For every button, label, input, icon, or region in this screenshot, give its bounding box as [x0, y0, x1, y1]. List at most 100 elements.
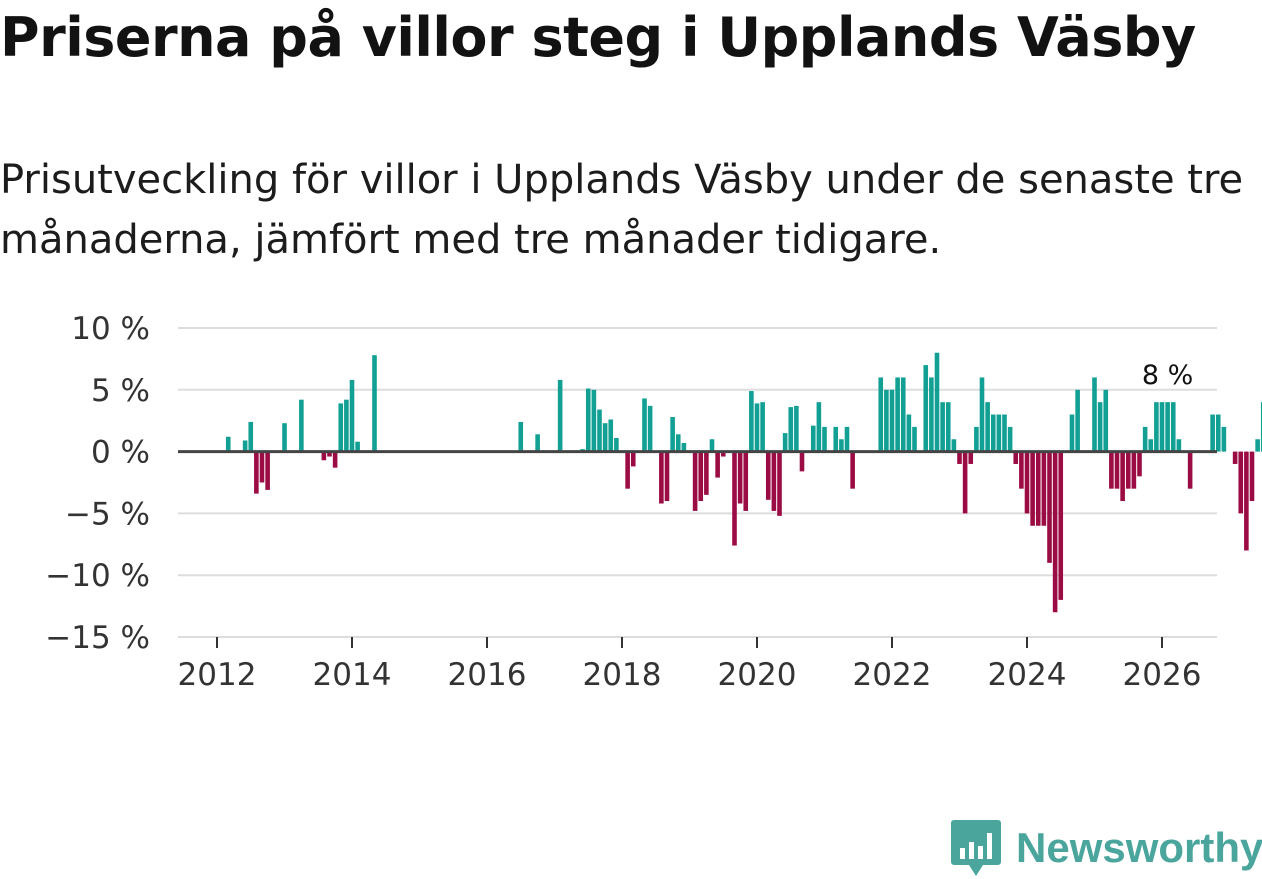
bar [1221, 426, 1227, 452]
bar [1125, 451, 1131, 489]
y-tick-label: 5 % [91, 373, 150, 409]
y-tick-label: 10 % [71, 311, 150, 347]
bar [962, 451, 968, 514]
x-tick-label: 2012 [178, 657, 257, 693]
bar [749, 391, 754, 452]
y-tick-label: 0 % [91, 435, 150, 471]
bar [782, 433, 788, 452]
y-axis-labels: 10 % 5 % 0 % −5 % −10 % −15 % [45, 311, 150, 656]
bar [822, 426, 827, 452]
bar [630, 451, 636, 467]
bar [850, 451, 855, 489]
bar [591, 389, 597, 452]
bar [968, 451, 974, 464]
bar [844, 426, 850, 452]
x-axis-ticks: 2012 2014 2016 2018 2020 2022 2024 2026 [178, 637, 1201, 693]
bar [602, 423, 608, 452]
x-tick-label: 2016 [448, 657, 527, 693]
bar [833, 426, 839, 452]
bar [518, 421, 524, 452]
bar [923, 365, 929, 452]
bar [1249, 451, 1255, 502]
bar [743, 451, 749, 511]
bar [715, 451, 720, 478]
bar [985, 402, 990, 452]
bar [1041, 451, 1047, 526]
bar [912, 426, 917, 452]
bar [1154, 402, 1159, 452]
bar [1232, 451, 1238, 464]
bar [816, 402, 822, 452]
x-tick-label: 2014 [313, 657, 392, 693]
bar [664, 451, 670, 502]
newsworthy-logo[interactable]: Newsworthy [950, 818, 1262, 878]
bar [1002, 414, 1007, 452]
bar [254, 451, 259, 494]
bar [327, 451, 332, 457]
bar [996, 414, 1002, 452]
bar [951, 439, 957, 452]
bar [777, 451, 782, 516]
bar [299, 399, 304, 452]
bar [906, 414, 912, 452]
bar [349, 379, 355, 452]
bar [1142, 426, 1148, 452]
bar [889, 389, 895, 452]
bar [681, 442, 687, 452]
bar [625, 451, 630, 489]
chart-subtitle: Prisutveckling för villor i Upplands Väs… [0, 157, 1244, 263]
bar [642, 398, 647, 452]
bar [1075, 389, 1080, 452]
bar [259, 451, 265, 483]
bar [225, 436, 231, 452]
bar [732, 451, 737, 546]
bar [934, 352, 940, 452]
bar [321, 451, 327, 461]
bar [265, 451, 270, 490]
x-tick-label: 2020 [718, 657, 797, 693]
bar [839, 439, 844, 452]
bar [1035, 451, 1041, 526]
bar [1255, 439, 1260, 452]
bar [1114, 451, 1120, 489]
bar [940, 402, 945, 452]
bar [1137, 451, 1142, 477]
bar [675, 434, 681, 452]
bar [670, 416, 675, 452]
bar [810, 425, 816, 452]
bar [979, 377, 985, 452]
x-tick-label: 2018 [583, 657, 662, 693]
bar [900, 377, 906, 452]
bar [692, 451, 698, 511]
bar [737, 451, 743, 504]
brand-name: Newsworthy [1016, 824, 1262, 871]
bar [1120, 451, 1125, 502]
bar [242, 440, 248, 452]
bar [974, 426, 979, 452]
bar [1244, 451, 1249, 551]
bar [608, 419, 614, 452]
bar [659, 451, 664, 504]
bar [929, 377, 934, 452]
y-tick-label: −5 % [65, 496, 150, 532]
bar [1024, 451, 1030, 514]
newsworthy-logo-icon [951, 820, 1001, 876]
bar [344, 399, 349, 452]
bar [647, 405, 653, 452]
bar [1058, 451, 1064, 600]
bar [1047, 451, 1052, 563]
bar [884, 389, 889, 452]
bar [799, 451, 805, 472]
bar [754, 403, 760, 452]
bar [1109, 451, 1114, 489]
chart-title: Priserna på villor steg i Upplands Väsby [0, 6, 1196, 69]
bar [794, 405, 799, 452]
bar [709, 439, 715, 452]
bar [1013, 451, 1019, 464]
bar [760, 402, 765, 452]
bar-chart: 10 %5 %0 %−5 %−10 %−15 % 2012 2014 2016 201… [45, 311, 1262, 693]
bar [704, 451, 709, 495]
bar [895, 377, 900, 452]
bar [788, 407, 794, 452]
bar [1170, 402, 1176, 452]
